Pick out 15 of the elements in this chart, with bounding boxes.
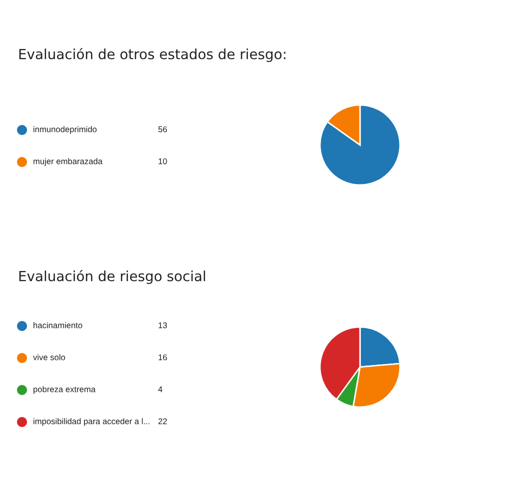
data-label: 10: [158, 158, 167, 164]
legend-label: inmunodeprimido: [34, 126, 97, 134]
data-label: 16: [158, 354, 167, 360]
legend-label: mujer embarazada: [34, 158, 102, 166]
data-label: 22: [158, 418, 167, 424]
pie-slice: [319, 104, 401, 186]
legend-label: hacinamiento: [34, 322, 82, 328]
data-label: 4: [158, 386, 162, 392]
chart-title: Evaluación de riesgo social: [19, 270, 206, 284]
chart-title: Evaluación de otros estados de riesgo:: [19, 48, 286, 62]
legend-label: pobreza extrema: [34, 386, 96, 394]
data-label: 56: [158, 126, 167, 132]
legend-label: vive solo: [33, 354, 66, 360]
data-label: 13: [158, 322, 167, 328]
legend-label: imposibilidad para acceder a l...: [34, 418, 150, 426]
